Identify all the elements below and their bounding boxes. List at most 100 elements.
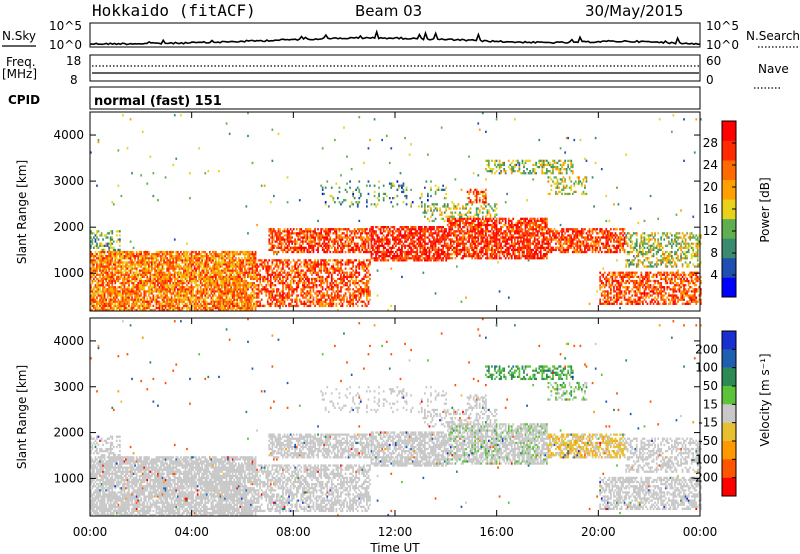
power-cell	[132, 288, 135, 291]
power-cell	[141, 298, 144, 301]
power-cell	[265, 284, 268, 287]
power-cell	[349, 284, 351, 287]
power-cell	[225, 290, 228, 293]
power-cell	[152, 279, 155, 283]
power-cell	[431, 240, 434, 243]
power-cell	[129, 306, 132, 310]
power-cell	[117, 253, 120, 256]
power-cell	[227, 279, 229, 283]
power-cell	[384, 230, 387, 233]
power-cell	[314, 240, 316, 243]
power-cell	[241, 250, 243, 254]
power-cell	[126, 282, 129, 285]
power-cell	[170, 292, 173, 295]
power-cell	[202, 277, 205, 281]
power-cell	[422, 257, 425, 260]
power-cell	[367, 286, 370, 289]
power-cell	[358, 197, 361, 200]
power-cell	[367, 250, 370, 254]
power-cell	[291, 292, 294, 295]
power-cell	[326, 284, 329, 287]
power-cell	[330, 296, 333, 299]
power-cell	[309, 238, 312, 241]
power-cell	[242, 284, 245, 287]
power-cell	[161, 304, 164, 308]
power-cell	[370, 230, 373, 233]
power-cell	[268, 284, 271, 287]
power-cell	[276, 253, 278, 256]
power-cell	[298, 259, 301, 262]
power-cell	[106, 267, 109, 270]
power-cell	[332, 259, 335, 262]
power-cell	[122, 288, 124, 291]
power-cell	[321, 296, 324, 299]
power-cell	[94, 259, 97, 262]
power-cell	[355, 298, 358, 301]
power-cell	[189, 263, 191, 266]
power-cell	[356, 304, 359, 308]
power-cell	[332, 238, 335, 241]
power-cell	[295, 267, 298, 270]
power-cell	[344, 288, 347, 291]
power-cell	[176, 302, 179, 305]
power-cell	[373, 190, 376, 194]
power-cell	[257, 292, 260, 295]
power-cell	[286, 277, 289, 281]
power-cell	[317, 236, 319, 239]
power-cell	[338, 277, 341, 281]
power-cell	[192, 271, 194, 274]
power-cell	[231, 261, 234, 264]
power-cell	[250, 259, 252, 262]
power-cell	[337, 248, 339, 252]
power-cell	[218, 269, 220, 272]
power-cell	[250, 284, 252, 287]
power-cell	[269, 232, 272, 235]
power-cell	[393, 238, 396, 241]
power-cell	[196, 290, 199, 293]
power-cell	[154, 275, 156, 279]
power-cell	[143, 269, 146, 272]
power-cell	[297, 269, 300, 272]
power-cell	[334, 246, 336, 249]
power-cell	[401, 244, 403, 247]
power-cell	[186, 308, 188, 312]
power-cell	[268, 267, 271, 270]
power-cell	[109, 279, 112, 283]
power-cell	[167, 304, 170, 308]
power-cell	[411, 250, 414, 254]
power-cell	[128, 275, 130, 279]
power-cell	[285, 250, 287, 254]
power-cell	[161, 253, 164, 256]
power-cell	[424, 207, 426, 210]
power-cell	[160, 306, 162, 310]
power-cell	[176, 259, 179, 262]
power-cell	[352, 261, 355, 264]
power-cell	[195, 298, 197, 301]
power-cell	[361, 290, 364, 293]
power-cell	[97, 306, 100, 310]
power-cell	[428, 255, 431, 258]
power-cell	[375, 255, 377, 258]
power-cell	[115, 255, 118, 258]
power-cell	[164, 302, 167, 305]
power-cell	[109, 302, 112, 305]
power-cell	[140, 174, 143, 177]
power-cell	[279, 292, 281, 295]
power-cell	[112, 286, 115, 289]
power-cell	[302, 242, 304, 245]
power-cell	[120, 292, 123, 295]
power-cell	[212, 306, 214, 310]
power-cell	[286, 238, 289, 241]
power-cell	[282, 250, 284, 254]
power-cell	[324, 267, 327, 270]
power-cell	[282, 298, 284, 301]
power-cell	[327, 288, 330, 291]
power-cell	[224, 284, 226, 287]
power-cell	[277, 273, 280, 276]
power-cell	[137, 253, 140, 256]
power-cell	[428, 219, 431, 223]
power-cell	[289, 304, 292, 308]
power-cell	[245, 257, 248, 260]
power-cell	[305, 282, 307, 285]
power-cell	[439, 253, 441, 256]
